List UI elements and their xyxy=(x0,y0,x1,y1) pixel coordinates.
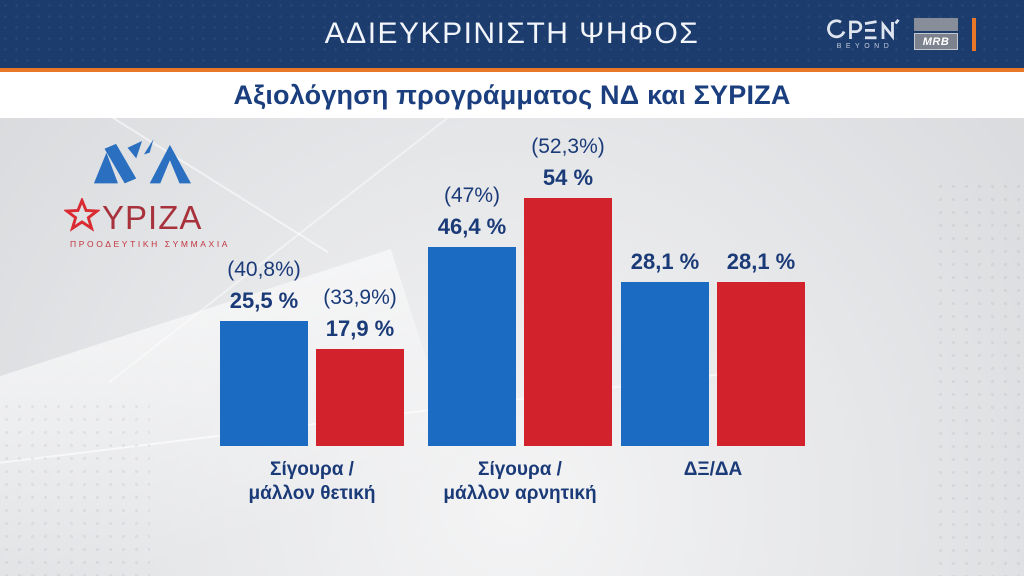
bar-value-ΣΥΡΙΖΑ-1: 54 % xyxy=(542,165,594,190)
subtitle-band: Αξιολόγηση προγράμματος ΝΔ και ΣΥΡΙΖΑ xyxy=(0,72,1024,118)
orange-rule xyxy=(0,68,1024,72)
open-logo-tagline: BEYOND xyxy=(836,42,894,50)
bar-value-ΣΥΡΙΖΑ-2: 28,1 % xyxy=(726,249,796,274)
bar-paren-value-ΝΔ-0: (40,8%) xyxy=(227,258,301,281)
page-title: ΑΔΙΕΥΚΡΙΝΙΣΤΗ ΨΗΦΟΣ xyxy=(324,17,700,50)
syriza-party-logo: ΥΡΙΖΑ ΠΡΟΟΔΕΥΤΙΚΗ ΣΥΜΜΑΧΙΑ xyxy=(64,198,231,249)
bar-value-ΝΔ-1: 46,4 % xyxy=(437,214,507,239)
bar-ΣΥΡΙΖΑ-2 xyxy=(717,282,805,446)
bar-ΝΔ-0 xyxy=(220,321,308,446)
category-label-0: Σίγουρα / μάλλον θετική xyxy=(248,459,376,504)
header-logos: BEYOND MRB xyxy=(826,0,976,68)
open-tv-logo: BEYOND xyxy=(826,18,900,50)
category-label-2: ΔΞ/ΔΑ xyxy=(683,459,743,480)
bar-value-ΣΥΡΙΖΑ-0: 17,9 % xyxy=(325,316,395,341)
bar-value-ΝΔ-0: 25,5 % xyxy=(229,288,299,313)
syriza-star-icon xyxy=(64,198,100,232)
bar-ΝΔ-2 xyxy=(621,282,709,446)
bar-ΝΔ-1 xyxy=(428,247,516,446)
syriza-wordmark-text: ΥΡΙΖΑ xyxy=(102,199,203,236)
nd-party-logo xyxy=(93,139,192,184)
orange-divider xyxy=(972,17,976,51)
chart-title: Αξιολόγηση προγράμματος ΝΔ και ΣΥΡΙΖΑ xyxy=(233,79,791,110)
syriza-tagline: ΠΡΟΟΔΕΥΤΙΚΗ ΣΥΜΜΑΧΙΑ xyxy=(70,239,231,249)
bar-paren-value-ΝΔ-1: (47%) xyxy=(443,184,501,207)
mrb-logo: MRB xyxy=(914,18,958,50)
bar-paren-value-ΣΥΡΙΖΑ-1: (52,3%) xyxy=(531,135,605,158)
open-logo-icon xyxy=(827,18,900,41)
mrb-logo-box: MRB xyxy=(914,33,958,50)
bar-value-ΝΔ-2: 28,1 % xyxy=(630,249,700,274)
mrb-logo-text: MRB xyxy=(922,35,950,48)
mrb-logo-top-bar xyxy=(914,18,958,31)
category-label-1: Σίγουρα / μάλλον αρνητική xyxy=(443,459,597,504)
bar-paren-value-ΣΥΡΙΖΑ-0: (33,9%) xyxy=(323,286,397,309)
syriza-wordmark: ΥΡΙΖΑ xyxy=(64,198,224,234)
bar-ΣΥΡΙΖΑ-0 xyxy=(316,349,404,446)
bar-ΣΥΡΙΖΑ-1 xyxy=(524,198,612,446)
